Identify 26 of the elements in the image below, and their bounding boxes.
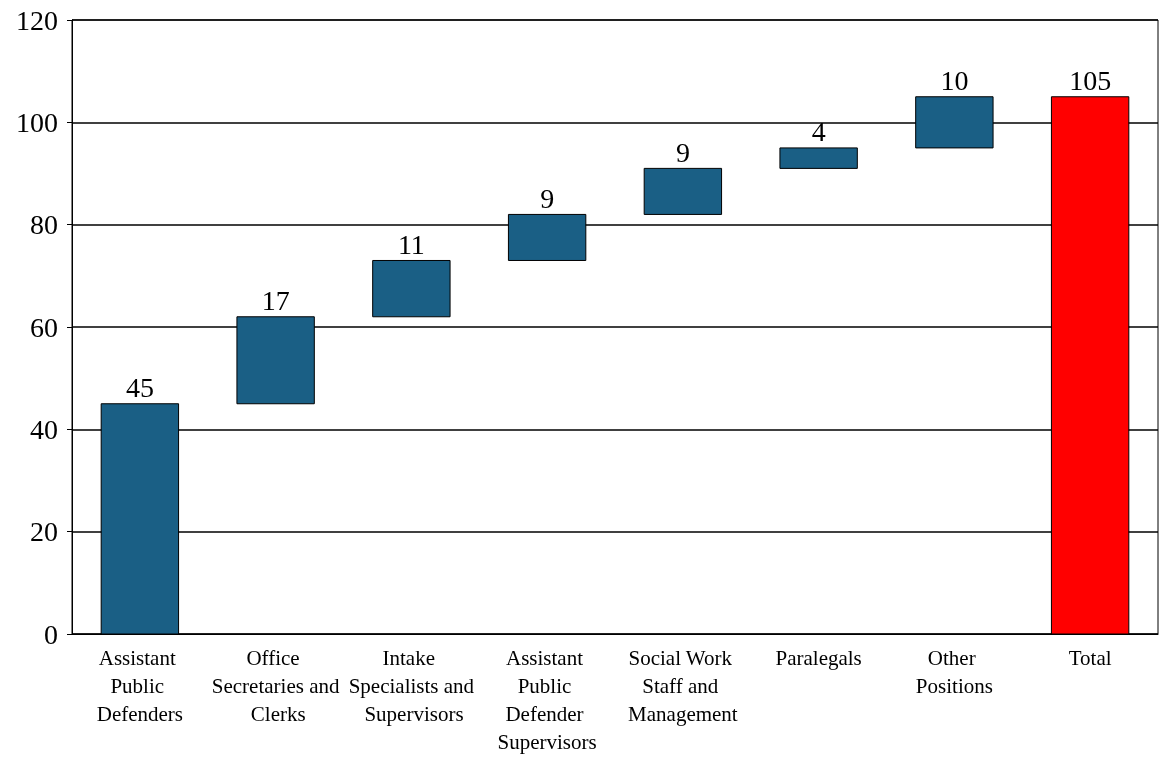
x-tick-label: Paralegals xyxy=(775,646,862,670)
data-label: 9 xyxy=(675,136,690,168)
bar xyxy=(643,167,723,215)
x-tick-label: Intake Specialists and Supervisors xyxy=(348,646,475,726)
y-tick-label: 0 xyxy=(44,618,58,650)
bar xyxy=(372,259,451,318)
y-tick-label: 40 xyxy=(30,413,58,445)
x-tick-label: Total xyxy=(1068,646,1112,670)
x-tick-label: Assistant Public Defenders xyxy=(96,646,184,726)
data-label: 17 xyxy=(261,285,290,317)
data-label: 4 xyxy=(811,116,826,148)
y-tick-label: 60 xyxy=(30,311,58,343)
x-tick-label: Other Positions xyxy=(915,646,993,698)
y-tick-label: 100 xyxy=(16,106,58,138)
data-label: 11 xyxy=(397,228,425,260)
data-label: 10 xyxy=(940,65,969,97)
y-tick-label: 20 xyxy=(30,516,58,548)
y-tick-label: 80 xyxy=(30,209,58,241)
y-tick-label: 120 xyxy=(16,4,58,36)
data-label: 45 xyxy=(125,372,154,404)
bar xyxy=(779,147,858,169)
x-tick-label: Assistant Public Defender Supervisors xyxy=(497,646,597,754)
data-label: 9 xyxy=(540,182,555,214)
x-tick-label: Social Work Staff and Management xyxy=(628,646,738,726)
data-label: 105 xyxy=(1069,65,1112,97)
x-tick-label: Office Secretaries and Clerks xyxy=(211,646,340,726)
